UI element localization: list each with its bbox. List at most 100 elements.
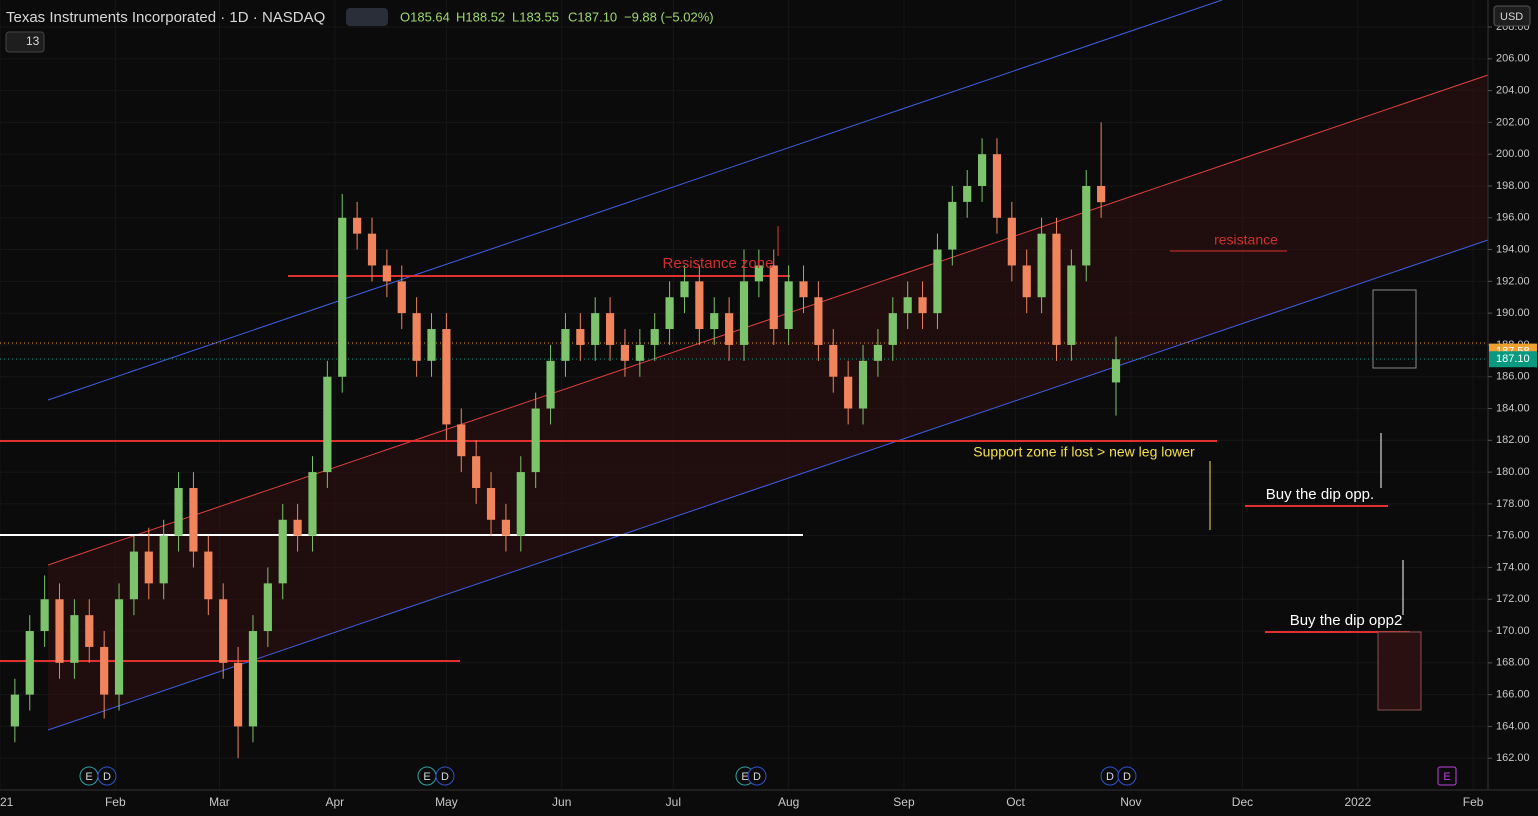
ohlc: O185.64 H188.52 L183.55 C187.10 −9.88 (−5.02… bbox=[400, 9, 714, 24]
candle-body bbox=[397, 281, 406, 314]
y-tick-label: 182.00 bbox=[1496, 434, 1530, 446]
candle-body bbox=[278, 519, 287, 584]
currency-button[interactable] bbox=[1493, 5, 1531, 27]
candle-body bbox=[1082, 185, 1091, 266]
candle-body bbox=[70, 615, 79, 663]
candle-body bbox=[546, 360, 555, 409]
candle-body bbox=[948, 201, 957, 250]
x-tick-label: Oct bbox=[1006, 795, 1025, 809]
candle-body bbox=[576, 329, 585, 345]
candle-body bbox=[635, 344, 644, 361]
axes: 162.00 164.00 166.00 168.00 170.00 172.00 174.… bbox=[0, 21, 1537, 809]
candle-body bbox=[710, 313, 719, 330]
chart-title: Texas Instruments Incorporated · 1D · NA… bbox=[6, 9, 325, 26]
x-tick-label: Sep bbox=[893, 795, 915, 809]
x-tick-label: May bbox=[435, 795, 458, 809]
x-tick-label: Mar bbox=[209, 795, 230, 809]
candle-body bbox=[353, 217, 362, 234]
candle-body bbox=[829, 344, 838, 377]
candle-body bbox=[888, 313, 897, 345]
candle-body bbox=[873, 344, 883, 361]
y-tick-label: 206.00 bbox=[1496, 53, 1530, 65]
candle-body bbox=[1052, 233, 1061, 345]
candle-body bbox=[605, 313, 615, 345]
candle-body bbox=[323, 376, 332, 473]
event-label: D bbox=[441, 771, 449, 783]
y-tick-label: 174.00 bbox=[1496, 561, 1530, 573]
candle-body bbox=[1007, 217, 1016, 266]
candle-body bbox=[129, 551, 139, 600]
candle-body bbox=[263, 583, 272, 632]
price-label: 187.10 bbox=[1496, 353, 1530, 365]
candle-body bbox=[531, 408, 540, 473]
y-tick-label: 196.00 bbox=[1496, 212, 1530, 224]
y-tick-label: 178.00 bbox=[1496, 498, 1530, 510]
event-marker bbox=[1117, 766, 1137, 786]
event-marker bbox=[435, 766, 455, 786]
candle-body bbox=[516, 472, 525, 536]
x-tick-label: Feb bbox=[1463, 795, 1484, 809]
candle-body bbox=[1037, 233, 1046, 298]
event-label: D bbox=[1123, 771, 1131, 783]
x-tick-label: 2022 bbox=[1344, 795, 1371, 809]
candle-body bbox=[933, 249, 942, 314]
x-tick-label: Jul bbox=[666, 795, 681, 809]
candle-body bbox=[501, 519, 511, 536]
candle-body bbox=[159, 535, 168, 584]
candle-body bbox=[308, 472, 317, 536]
y-tick-label: 200.00 bbox=[1496, 148, 1530, 160]
y-tick-label: 202.00 bbox=[1496, 116, 1530, 128]
x-axis-panel bbox=[0, 790, 1538, 816]
candles bbox=[10, 122, 1121, 759]
event-label: E bbox=[423, 771, 430, 783]
candle-body bbox=[963, 185, 972, 202]
candle-body bbox=[844, 376, 853, 409]
event-label: E bbox=[741, 771, 748, 783]
event-label: E bbox=[1443, 771, 1450, 783]
candle-body bbox=[903, 297, 912, 314]
annotation: resistance bbox=[1214, 232, 1278, 248]
candle-body bbox=[784, 281, 793, 330]
candle-body bbox=[1067, 265, 1076, 345]
x-tick-label: Dec bbox=[1232, 795, 1253, 809]
candle-body bbox=[382, 265, 391, 282]
candle-body bbox=[992, 154, 1002, 218]
annotations: Resistance zone resistance Support zone if… bbox=[663, 232, 1403, 629]
y-tick-label: 192.00 bbox=[1496, 275, 1530, 287]
indicator-toggle[interactable] bbox=[5, 31, 45, 53]
channel-lower bbox=[47, 239, 1489, 731]
candle-body bbox=[680, 281, 689, 298]
y-tick-label: 166.00 bbox=[1496, 689, 1530, 701]
channel-middle bbox=[47, 74, 1489, 566]
x-tick-label: Feb bbox=[105, 795, 126, 809]
event-label: D bbox=[753, 771, 761, 783]
candle-body bbox=[442, 329, 451, 425]
channel-upper bbox=[47, 0, 1223, 401]
candle-body bbox=[591, 313, 600, 345]
candle-body bbox=[739, 281, 749, 345]
ohlc-value: C187.10 bbox=[568, 9, 617, 24]
candle-body bbox=[367, 233, 377, 266]
candle-body bbox=[412, 313, 421, 361]
candle-body bbox=[427, 329, 436, 361]
candle-body bbox=[293, 519, 302, 536]
candle-body bbox=[486, 487, 496, 520]
candle-body bbox=[799, 281, 808, 298]
x-tick-label: 2021 bbox=[0, 795, 14, 809]
x-tick-label: Apr bbox=[325, 795, 344, 809]
ohlc-value: −9.88 (−5.02%) bbox=[624, 9, 714, 24]
toggle[interactable] bbox=[346, 8, 388, 26]
box bbox=[1377, 631, 1422, 711]
candle-body bbox=[248, 631, 258, 727]
y-tick-label: 164.00 bbox=[1496, 720, 1530, 732]
candle-body bbox=[918, 297, 927, 314]
y-tick-label: 176.00 bbox=[1496, 530, 1530, 542]
candle-body bbox=[338, 217, 347, 377]
candle-body bbox=[10, 694, 19, 727]
candle-body bbox=[457, 424, 466, 457]
event-marker bbox=[747, 766, 767, 786]
candle-body bbox=[769, 265, 778, 330]
